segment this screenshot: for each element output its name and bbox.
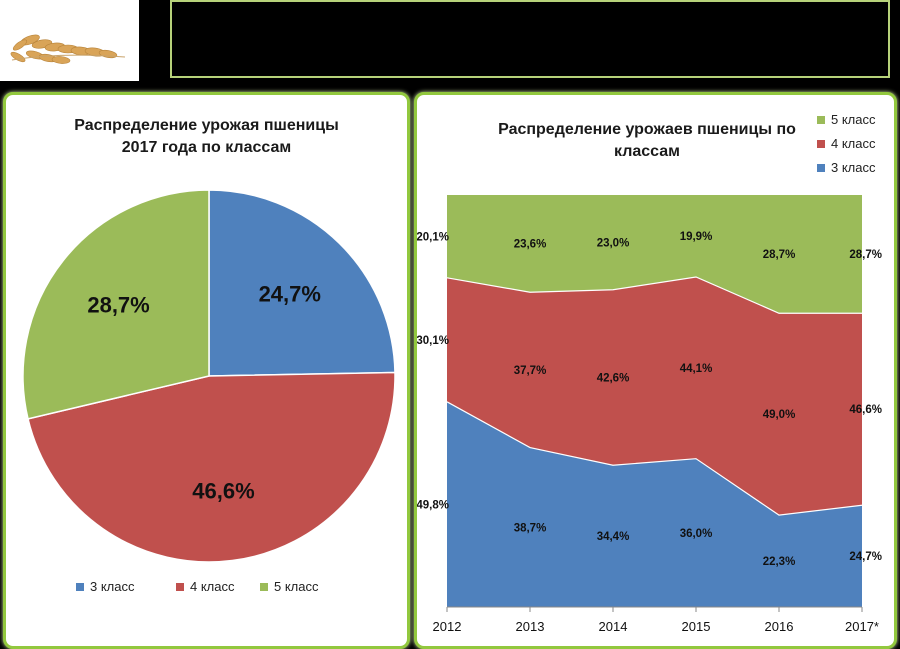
- x-tick-label: 2015: [682, 619, 711, 634]
- area-data-label: 28,7%: [763, 249, 796, 261]
- area-data-label: 49,0%: [763, 409, 796, 421]
- area-chart-title: Распределение урожаев пшеницы по классам: [457, 119, 837, 163]
- legend-swatch: [817, 115, 825, 124]
- legend-swatch: [817, 163, 825, 172]
- area-boundary: [446, 401, 863, 516]
- area-data-label: 36,0%: [680, 528, 713, 540]
- x-tick-label: 2013: [516, 619, 545, 634]
- pie-chart-title: Распределение урожая пшеницы 2017 года п…: [6, 115, 407, 159]
- header-banner: [170, 0, 890, 78]
- pie-legend-item: 3 класс: [76, 579, 135, 594]
- area-data-label: 49,8%: [417, 499, 449, 511]
- area-legend-item: 4 класс: [817, 136, 876, 151]
- legend-label: 5 класс: [274, 579, 319, 594]
- x-tick-label: 2014: [599, 619, 628, 634]
- area-title-line2: классам: [614, 143, 680, 160]
- area-data-label: 19,9%: [680, 231, 713, 243]
- legend-label: 5 класс: [831, 112, 876, 127]
- pie-slice-label: 24,7%: [259, 282, 321, 307]
- pie-slice-label: 28,7%: [87, 292, 149, 317]
- pie-legend-item: 4 класс: [176, 579, 235, 594]
- x-tick-label: 2016: [765, 619, 794, 634]
- pie-title-line1: Распределение урожая пшеницы: [74, 117, 339, 134]
- area-data-label: 23,6%: [514, 239, 547, 251]
- area-series: [447, 195, 862, 314]
- pie-slice: [22, 189, 210, 420]
- area-series: [447, 401, 862, 607]
- area-data-label: 37,7%: [514, 365, 547, 377]
- pie-title-line2: 2017 года по классам: [121, 139, 292, 156]
- area-data-label: 34,4%: [597, 531, 630, 543]
- wheat-logo: [0, 0, 139, 81]
- area-data-label: 28,7%: [849, 249, 882, 261]
- area-data-label: 22,3%: [763, 556, 796, 568]
- area-data-label: 42,6%: [597, 373, 630, 385]
- x-tick-label: 2017*: [845, 619, 879, 634]
- legend-swatch: [176, 582, 184, 591]
- area-data-label: 24,7%: [849, 551, 882, 563]
- legend-label: 3 класс: [831, 160, 876, 175]
- legend-swatch: [76, 582, 84, 591]
- pie-slice: [27, 371, 396, 563]
- area-title-line1: Распределение урожаев пшеницы по: [498, 121, 796, 138]
- area-boundary: [446, 276, 862, 314]
- area-data-label: 23,0%: [597, 237, 630, 249]
- pie-legend-item: 5 класс: [260, 579, 319, 594]
- legend-swatch: [260, 582, 268, 591]
- area-data-label: 20,1%: [417, 231, 449, 243]
- area-data-label: 46,6%: [849, 404, 882, 416]
- area-data-label: 44,1%: [680, 363, 713, 375]
- pie-slice-label: 46,6%: [192, 478, 254, 503]
- legend-label: 3 класс: [90, 579, 135, 594]
- pie-chart: 24,7% 46,6% 28,7%: [22, 189, 396, 563]
- area-chart-panel: Распределение урожаев пшеницы по классам…: [414, 92, 897, 649]
- area-legend-item: 5 класс: [817, 112, 876, 127]
- legend-label: 4 класс: [190, 579, 235, 594]
- area-chart: 2012 2013 2014 2015 2016 2017* 49,8% 38,7% 34,4%…: [417, 195, 882, 634]
- x-tick-label: 2012: [433, 619, 462, 634]
- pie-chart-panel: Распределение урожая пшеницы 2017 года п…: [3, 92, 410, 649]
- legend-label: 4 класс: [831, 136, 876, 151]
- wheat-icon: [10, 34, 126, 64]
- pie-slice: [208, 189, 396, 377]
- area-data-label: 38,7%: [514, 522, 547, 534]
- legend-swatch: [817, 139, 825, 148]
- area-legend-item: 3 класс: [817, 160, 876, 175]
- area-data-label: 30,1%: [417, 335, 449, 347]
- area-series: [447, 276, 862, 516]
